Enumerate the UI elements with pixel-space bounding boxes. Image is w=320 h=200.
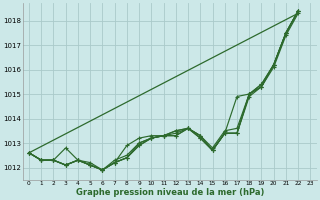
- X-axis label: Graphe pression niveau de la mer (hPa): Graphe pression niveau de la mer (hPa): [76, 188, 264, 197]
